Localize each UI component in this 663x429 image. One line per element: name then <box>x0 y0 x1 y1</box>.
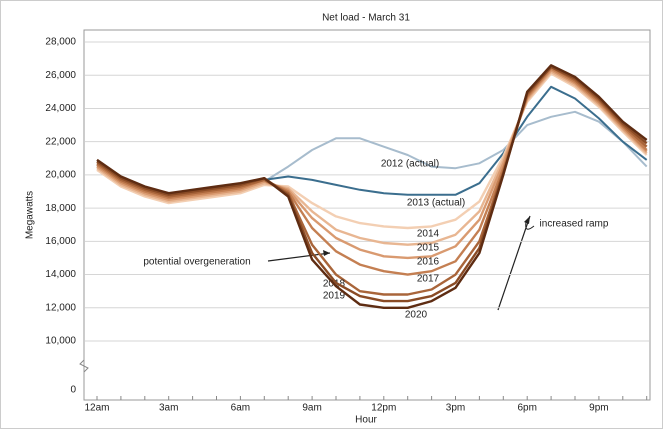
series-label: 2015 <box>417 243 440 254</box>
y-tick-label: 22,000 <box>45 136 76 147</box>
series-line <box>96 69 648 260</box>
series-line <box>96 65 648 303</box>
x-tick-label: 9pm <box>589 403 608 414</box>
x-tick-label: 12am <box>84 403 109 414</box>
series-line <box>96 70 648 246</box>
annotation: potential overgeneration <box>143 257 250 268</box>
annotation: increased ramp <box>540 219 609 230</box>
arrow-head <box>323 250 330 256</box>
y-tick-label: 10,000 <box>45 336 76 347</box>
y-tick-label: 24,000 <box>45 103 76 114</box>
x-tick-label: 12pm <box>371 403 396 414</box>
x-tick-label: 6pm <box>517 403 536 414</box>
x-tick-label: 3am <box>159 403 178 414</box>
y-tick-label: 20,000 <box>45 170 76 181</box>
chart-title: Net load - March 31 <box>322 13 410 24</box>
x-tick-label: 9am <box>302 403 321 414</box>
annotation-arrows <box>267 215 535 311</box>
y-tick-label: 16,000 <box>45 236 76 247</box>
series-label: 2020 <box>405 310 428 321</box>
y-tick-label: 26,000 <box>45 70 76 81</box>
y-tick-label: 18,000 <box>45 203 76 214</box>
y-tick-label: 0 <box>70 385 76 396</box>
series-label: 2019 <box>323 291 346 302</box>
series-label: 2017 <box>417 274 440 285</box>
series-label: 2012 (actual) <box>381 159 439 170</box>
y-tick-label: 14,000 <box>45 269 76 280</box>
series-label: 2014 <box>417 229 440 240</box>
y-tick-label: 12,000 <box>45 302 76 313</box>
x-tick-label: 3pm <box>446 403 465 414</box>
axis-break <box>79 359 89 373</box>
x-axis-label: Hour <box>355 415 377 426</box>
y-axis-label: Megawatts <box>25 191 36 239</box>
ramp-line <box>497 215 531 311</box>
series-line <box>96 64 648 309</box>
series-line <box>96 67 648 276</box>
ramp-brace <box>525 221 535 230</box>
series-line <box>96 72 648 230</box>
y-tick-label: 28,000 <box>45 37 76 48</box>
series-label: 2013 (actual) <box>407 198 465 209</box>
x-tick-label: 6am <box>231 403 250 414</box>
series-label: 2016 <box>417 257 440 268</box>
plot-frame <box>83 29 651 401</box>
